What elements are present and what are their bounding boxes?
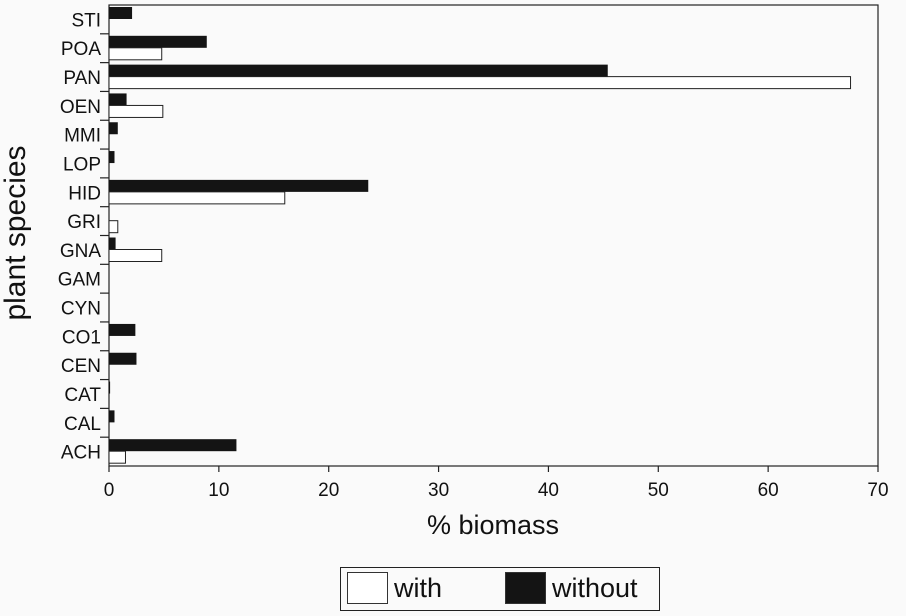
y-tick-label-sti: STI — [71, 10, 101, 31]
bar-without-poa — [109, 35, 207, 48]
bar-without-sti — [109, 7, 133, 19]
bar-without-mmi — [109, 122, 118, 135]
bar-with-hid — [108, 191, 286, 205]
legend-label-with: with — [394, 572, 443, 603]
bar-without-cat — [109, 381, 111, 394]
x-tick-label: 60 — [758, 480, 779, 501]
y-tick-label-lop: LOP — [63, 154, 101, 175]
bar-with-ach — [108, 450, 126, 464]
x-tick-label: 20 — [318, 480, 339, 501]
bar-with-gna — [108, 249, 163, 262]
y-axis: STI POA PAN OEN MMI LOP HID GRI GNA GAM CYN CO1 CEN C… — [58, 10, 109, 464]
y-axis-label: plant species — [0, 145, 32, 320]
legend-label-without: without — [552, 572, 638, 603]
legend-item-with: with — [347, 572, 442, 604]
y-tick-label-co1: CO1 — [62, 327, 101, 348]
x-tick-label: 30 — [428, 480, 449, 501]
bars-layer — [108, 7, 852, 464]
y-tick-label-gam: GAM — [58, 270, 101, 291]
bar-with-pan — [108, 76, 852, 90]
y-tick-label-gri: GRI — [67, 212, 101, 233]
y-tick-label-ach: ACH — [61, 443, 101, 464]
bar-without-gna — [109, 237, 116, 250]
bar-with-oen — [108, 104, 164, 118]
y-tick-label-cat: CAT — [64, 385, 101, 406]
y-tick-label-cen: CEN — [61, 356, 101, 377]
bar-without-co1 — [109, 323, 136, 336]
x-tick-label: 40 — [538, 480, 559, 501]
x-tick-label: 0 — [104, 480, 115, 501]
y-tick-label-pan: PAN — [63, 68, 101, 89]
x-axis-label: % biomass — [427, 510, 559, 540]
y-tick-label-gna: GNA — [60, 241, 102, 262]
bar-without-pan — [109, 64, 608, 77]
y-tick-label-oen: OEN — [60, 97, 101, 118]
y-tick-label-poa: POA — [61, 39, 101, 60]
x-tick-label: 10 — [208, 480, 229, 501]
y-tick-label-mmi: MMI — [64, 126, 101, 147]
legend: with without — [340, 567, 660, 611]
legend-swatch-without — [505, 572, 546, 604]
legend-swatch-with — [347, 572, 388, 604]
bar-without-hid — [109, 179, 369, 192]
bar-without-cal — [109, 410, 115, 423]
x-axis: 0 10 20 30 40 50 60 70 — [104, 466, 889, 501]
bar-without-cen — [109, 352, 137, 365]
y-tick-label-hid: HID — [68, 183, 101, 204]
bar-without-ach — [109, 439, 237, 452]
legend-item-without: without — [505, 572, 638, 604]
bar-without-lop — [109, 151, 115, 164]
x-tick-label: 50 — [648, 480, 669, 501]
bar-with-poa — [108, 47, 163, 61]
y-tick-label-cal: CAL — [64, 414, 101, 435]
bar-without-oen — [109, 93, 127, 106]
bar-with-gri — [108, 220, 119, 234]
y-tick-label-cyn: CYN — [61, 299, 101, 320]
x-tick-label: 70 — [867, 480, 888, 501]
